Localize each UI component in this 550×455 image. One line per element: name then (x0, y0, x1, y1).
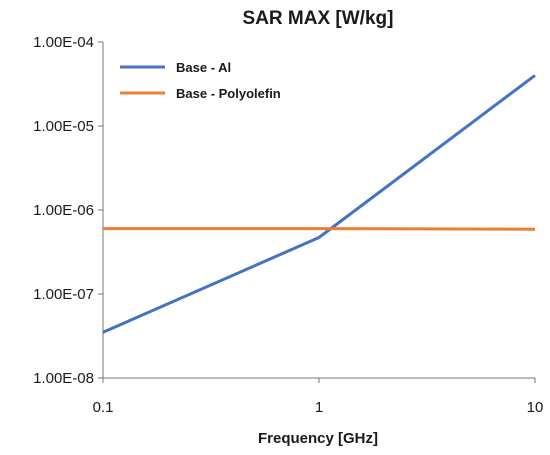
x-axis-label: Frequency [GHz] (258, 430, 378, 447)
x-tick-label: 1 (315, 399, 323, 416)
legend-label-base-al: Base - Al (176, 60, 231, 75)
x-tick-label: 10 (527, 399, 544, 416)
chart-title: SAR MAX [W/kg] (243, 8, 394, 29)
y-tick-label: 1.00E-04 (33, 34, 94, 51)
legend: Base - Al Base - Polyolefin (120, 60, 281, 101)
series-line-base-al (102, 74, 536, 334)
y-tick-label: 1.00E-08 (33, 370, 94, 387)
series-line-base-polyolefin (103, 227, 536, 231)
tick-group: 1.00E-08 1.00E-07 1.00E-06 1.00E-05 1.00E-04… (33, 34, 543, 416)
legend-label-base-polyolefin: Base - Polyolefin (176, 86, 281, 101)
x-tick-label: 0.1 (93, 399, 114, 416)
series-group (102, 74, 536, 334)
y-tick-label: 1.00E-05 (33, 118, 94, 135)
y-tick-label: 1.00E-06 (33, 202, 94, 219)
y-tick-label: 1.00E-07 (33, 286, 94, 303)
